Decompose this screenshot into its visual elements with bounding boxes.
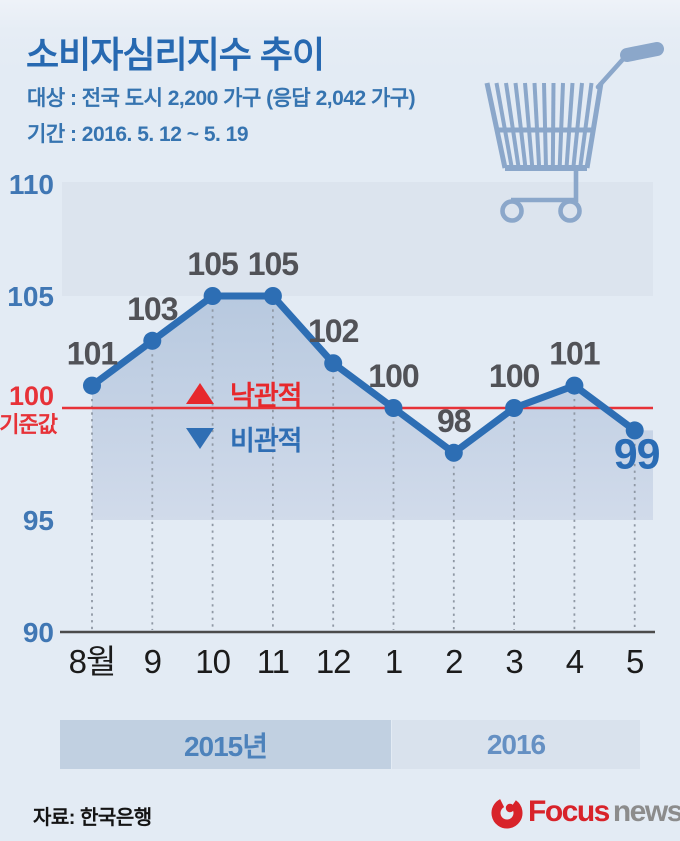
year-band-2016-label: 2016 <box>486 728 546 760</box>
data-point <box>565 376 584 395</box>
x-tick-label: 8월 <box>69 643 116 680</box>
cart-slat <box>578 82 594 169</box>
cart-slat <box>550 82 556 169</box>
survey-period-label: 기간 : 2016. 5. 12 ~ 5. 19 <box>27 123 249 146</box>
year-band-2016: 2016 <box>392 720 640 769</box>
data-point <box>625 421 644 440</box>
trend-line <box>88 292 639 457</box>
focus-news-logo: Focus news <box>490 795 680 829</box>
data-point <box>83 376 101 395</box>
cart-slat <box>557 82 565 169</box>
cart-slat <box>494 82 514 169</box>
value-label: 98 <box>437 403 471 439</box>
x-tick-label: 4 <box>566 643 584 680</box>
trend-polyline <box>88 292 639 457</box>
area-fill-shape <box>92 296 653 520</box>
page-title: 소비자심리지수 추이 <box>26 34 325 75</box>
cart-slat <box>484 82 508 169</box>
logo-word-focus: Focus <box>528 795 610 828</box>
legend-pessimistic-label: 비관적 <box>230 426 303 456</box>
value-label: 103 <box>127 291 178 327</box>
cart-slat <box>571 82 584 169</box>
baseline-tick-label: 100 <box>9 381 54 411</box>
x-tick-label: 11 <box>257 643 289 680</box>
cart-slat <box>504 82 521 169</box>
area-fill <box>92 296 653 520</box>
x-tick-label: 5 <box>626 643 643 680</box>
data-point <box>384 399 403 417</box>
up-triangle-icon <box>186 383 214 404</box>
x-tick-label: 9 <box>144 643 161 680</box>
x-tick-label: 10 <box>195 643 230 680</box>
legend-pessimistic: 비관적 <box>186 419 303 458</box>
year-band-2015-label: 2015년 <box>183 730 268 762</box>
year-band-2015: 2015년 <box>60 720 391 769</box>
legend-optimistic-label: 낙관적 <box>230 381 303 411</box>
shopping-cart-icon <box>484 42 664 223</box>
survey-target-label: 대상 : 전국 도시 2,200 가구 (응답 2,042 가구) <box>27 87 416 110</box>
value-label: 101 <box>549 336 600 372</box>
x-tick-label: 2 <box>445 643 462 680</box>
legend-optimistic: 낙관적 <box>186 374 303 413</box>
data-point <box>143 331 162 350</box>
cart-slat <box>523 82 535 169</box>
cart-slat <box>542 82 548 169</box>
guide-lines <box>91 296 636 630</box>
y-tick-label: 105 <box>7 281 54 312</box>
x-tick-label: 1 <box>385 643 402 680</box>
data-points <box>83 287 644 462</box>
y-tick-label: 110 <box>9 169 54 200</box>
x-tick-label: 3 <box>505 643 522 680</box>
cart-slat <box>513 82 528 169</box>
value-label-highlight: 99 <box>614 430 660 478</box>
source-label: 자료: 한국은행 <box>33 807 152 829</box>
data-point <box>444 443 463 462</box>
cart-slat <box>564 82 575 169</box>
down-triangle-icon <box>186 428 214 449</box>
data-point <box>505 399 524 417</box>
value-label: 102 <box>308 313 359 349</box>
x-tick-labels: 8월 9 10 11 12 1 2 3 4 5 <box>69 643 645 680</box>
value-label: 100 <box>489 358 540 394</box>
cart-slat <box>584 82 604 169</box>
baseline-name-label: 기준값 <box>0 412 58 437</box>
cart-slat <box>532 82 542 169</box>
x-tick-label: 12 <box>316 643 351 680</box>
y-tick-label: 90 <box>23 617 54 648</box>
focus-swirl-icon <box>491 797 523 829</box>
y-tick-label: 95 <box>23 505 54 536</box>
logo-word-news: news <box>612 795 680 828</box>
data-point <box>324 354 343 373</box>
value-label: 100 <box>368 358 419 394</box>
value-label: 101 <box>67 336 118 372</box>
